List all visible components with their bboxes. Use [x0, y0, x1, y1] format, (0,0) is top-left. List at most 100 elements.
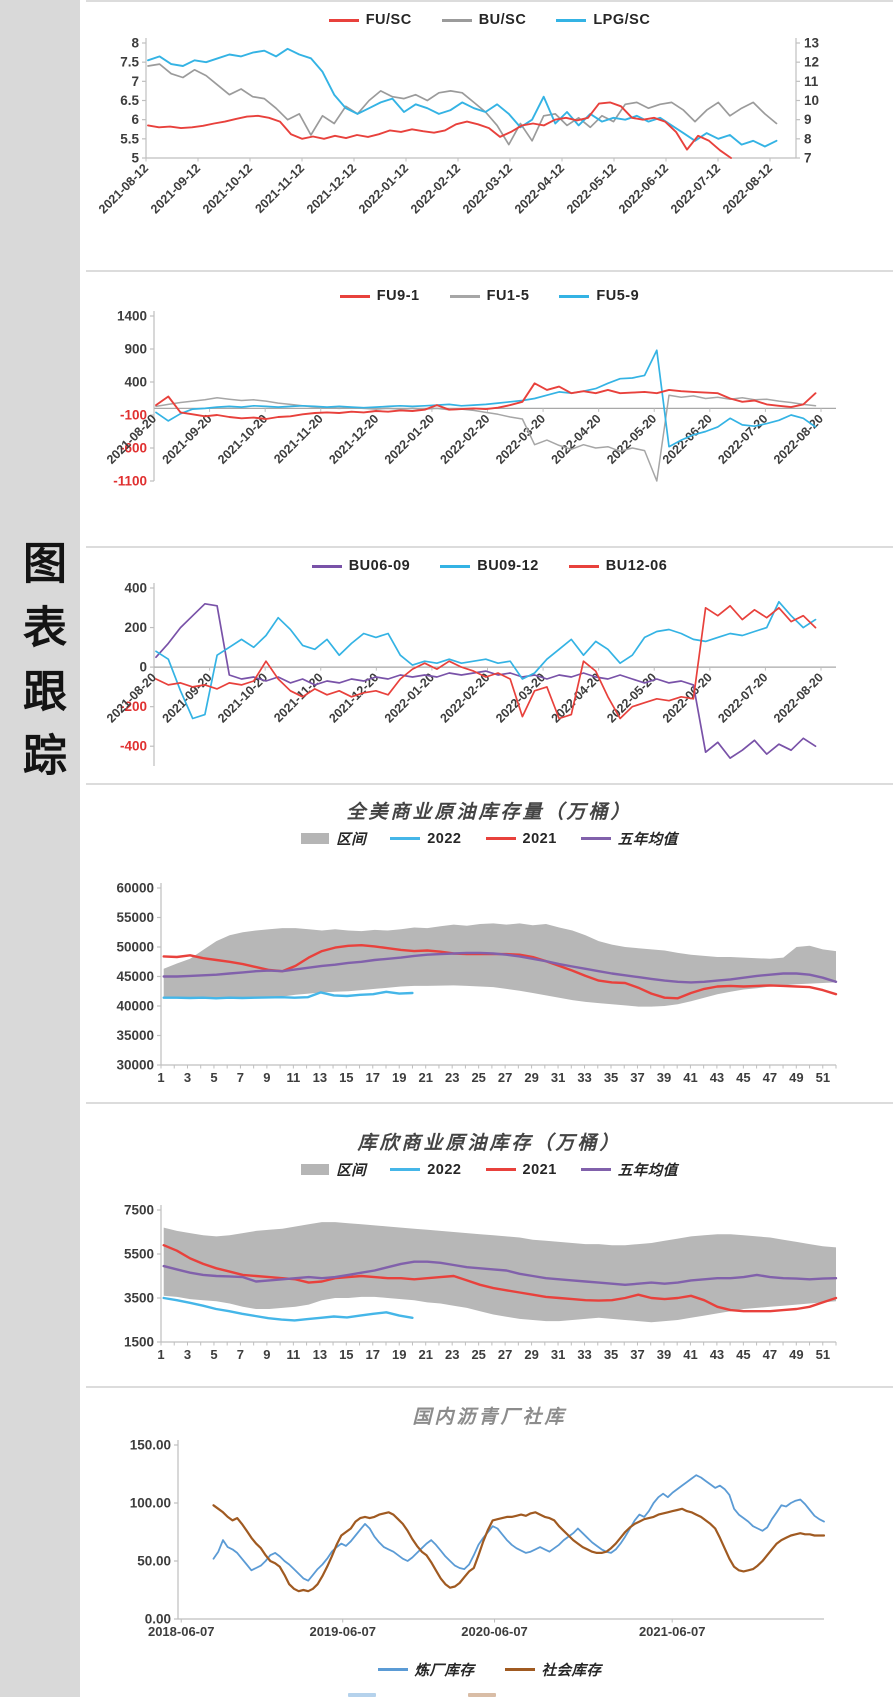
x-tick-label: 2022-02-20 [437, 670, 492, 725]
x-tick-label: 2022-07-20 [715, 412, 770, 467]
section-label: 图表跟踪 [15, 540, 66, 796]
y-tick-label: 5.5 [120, 131, 139, 146]
x-tick-label: 2022-05-12 [564, 161, 619, 216]
range-band [163, 1222, 836, 1323]
series-五年均值 [162, 1260, 838, 1287]
y-tick-label-right: 13 [804, 36, 820, 51]
x-tick-label: 7 [237, 1347, 244, 1362]
legend-item: 社会库存 [504, 1659, 602, 1680]
x-tick-label: 21 [419, 1070, 433, 1085]
legend-swatch [377, 1668, 408, 1671]
legend-swatch [339, 294, 370, 298]
x-tick-label: 25 [471, 1347, 485, 1362]
legend-item: BU/SC [441, 12, 527, 28]
legend-item: FU1-5 [449, 288, 530, 304]
x-tick-label: 49 [789, 1070, 803, 1085]
legend-label: 五年均值 [617, 831, 678, 848]
x-tick-label: 51 [816, 1347, 830, 1362]
y-tick-label: 60000 [116, 881, 154, 896]
legend-item: 2021 [485, 1162, 557, 1178]
x-tick-label: 49 [789, 1347, 803, 1362]
x-tick-label: 2022-03-20 [493, 670, 548, 725]
x-tick-label: 2022-07-12 [668, 161, 723, 216]
x-tick-label: 41 [683, 1347, 697, 1362]
x-tick-label: 25 [471, 1070, 485, 1085]
x-tick-label: 2021-06-07 [639, 1624, 706, 1639]
x-tick-label: 11 [286, 1347, 300, 1362]
x-tick-label: 2022-06-12 [616, 161, 671, 216]
legend-swatch [440, 564, 471, 568]
x-tick-label: 2021-09-20 [160, 670, 215, 725]
y-tick-label: 8 [131, 36, 139, 51]
chart-title: 库欣商业原油库存（万桶） [357, 1132, 622, 1154]
x-tick-label: 21 [419, 1347, 433, 1362]
legend-item: 区间 [301, 1159, 366, 1180]
x-tick-label: 7 [237, 1070, 244, 1085]
y-tick-label: 6 [131, 112, 139, 127]
x-tick-label: 3 [184, 1070, 191, 1085]
x-tick-label: 2021-11-12 [252, 161, 307, 216]
legend-swatch [568, 564, 599, 568]
section-sidebar: 图表跟踪 [0, 0, 80, 1697]
chart-panel-cushing-inventory: 库欣商业原油库存（万桶） 区间 2022 2021 五年均值 7500 5500 3500… [86, 1102, 893, 1386]
y-tick-label: 0.00 [145, 1612, 171, 1627]
x-tick-label: 29 [524, 1347, 538, 1362]
x-tick-label: 2022-08-20 [771, 670, 826, 725]
x-tick-label: 27 [498, 1070, 512, 1085]
x-tick-label: 2022-02-20 [437, 412, 492, 467]
x-tick-label: 17 [366, 1070, 380, 1085]
y-tick-label: 5500 [124, 1247, 154, 1262]
legend-swatch [485, 1168, 516, 1171]
y-tick-label: 45000 [116, 969, 154, 984]
legend-item: 五年均值 [580, 1159, 678, 1180]
legend-swatch [301, 1164, 330, 1175]
series-2022 [162, 990, 414, 1000]
cropped-legend-hint [468, 1693, 496, 1697]
legend-swatch [556, 18, 587, 22]
chart-plot: 8 7.5 7 6.5 6 5.5 5 13 12 11 10 9 8 7 2021-08-122021-0… [96, 36, 820, 217]
legend-swatch [485, 837, 516, 840]
x-tick-label: 31 [551, 1070, 565, 1085]
x-tick-label: 1 [157, 1347, 164, 1362]
x-tick-label: 19 [392, 1347, 406, 1362]
y-tick-label: -400 [120, 739, 147, 754]
y-tick-label-right: 10 [804, 93, 819, 108]
chart-legend: 炼厂库存 社会库存 [86, 1657, 893, 1682]
chart-legend: BU06-09 BU09-12 BU12-06 [86, 548, 893, 578]
chart-panel-crack-ratios: FU/SC BU/SC LPG/SC 8 7.5 7 6.5 6 5.5 5 13 12 11 10 9 8… [86, 0, 893, 270]
legend-swatch [301, 833, 330, 844]
x-tick-label: 37 [630, 1347, 644, 1362]
y-tick-label: 50.00 [137, 1554, 171, 1569]
x-tick-label: 27 [498, 1347, 512, 1362]
y-tick-label: 150.00 [130, 1438, 171, 1453]
legend-label: FU5-9 [596, 288, 640, 304]
legend-label: BU06-09 [348, 558, 411, 574]
y-tick-label: 6.5 [120, 93, 139, 108]
y-tick-label-right: 7 [804, 151, 812, 166]
series-五年均值 [162, 951, 838, 984]
legend-item: 区间 [301, 828, 366, 849]
legend-label: 2021 [522, 830, 557, 847]
charts-column: FU/SC BU/SC LPG/SC 8 7.5 7 6.5 6 5.5 5 13 12 11 10 9 8… [80, 0, 893, 1697]
x-tick-label: 15 [339, 1347, 353, 1362]
legend-swatch [559, 294, 590, 298]
legend-item: 2021 [485, 830, 557, 847]
x-tick-label: 39 [657, 1347, 671, 1362]
legend-item: 炼厂库存 [377, 1659, 475, 1680]
x-tick-label: 35 [604, 1347, 618, 1362]
legend-swatch [390, 837, 421, 840]
legend-label: LPG/SC [593, 12, 651, 28]
x-tick-label: 51 [816, 1070, 830, 1085]
y-tick-label: 7 [131, 74, 139, 89]
x-tick-label: 2021-12-12 [304, 161, 359, 216]
x-tick-label: 2021-08-12 [96, 161, 151, 216]
x-tick-label: 2022-01-20 [382, 412, 437, 467]
x-tick-label: 2022-01-12 [356, 161, 411, 216]
legend-swatch [311, 564, 342, 568]
chart-title: 全美商业原油库存量（万桶） [346, 801, 633, 823]
y-tick-label-right: 12 [804, 55, 819, 70]
legend-label: BU12-06 [605, 558, 668, 574]
